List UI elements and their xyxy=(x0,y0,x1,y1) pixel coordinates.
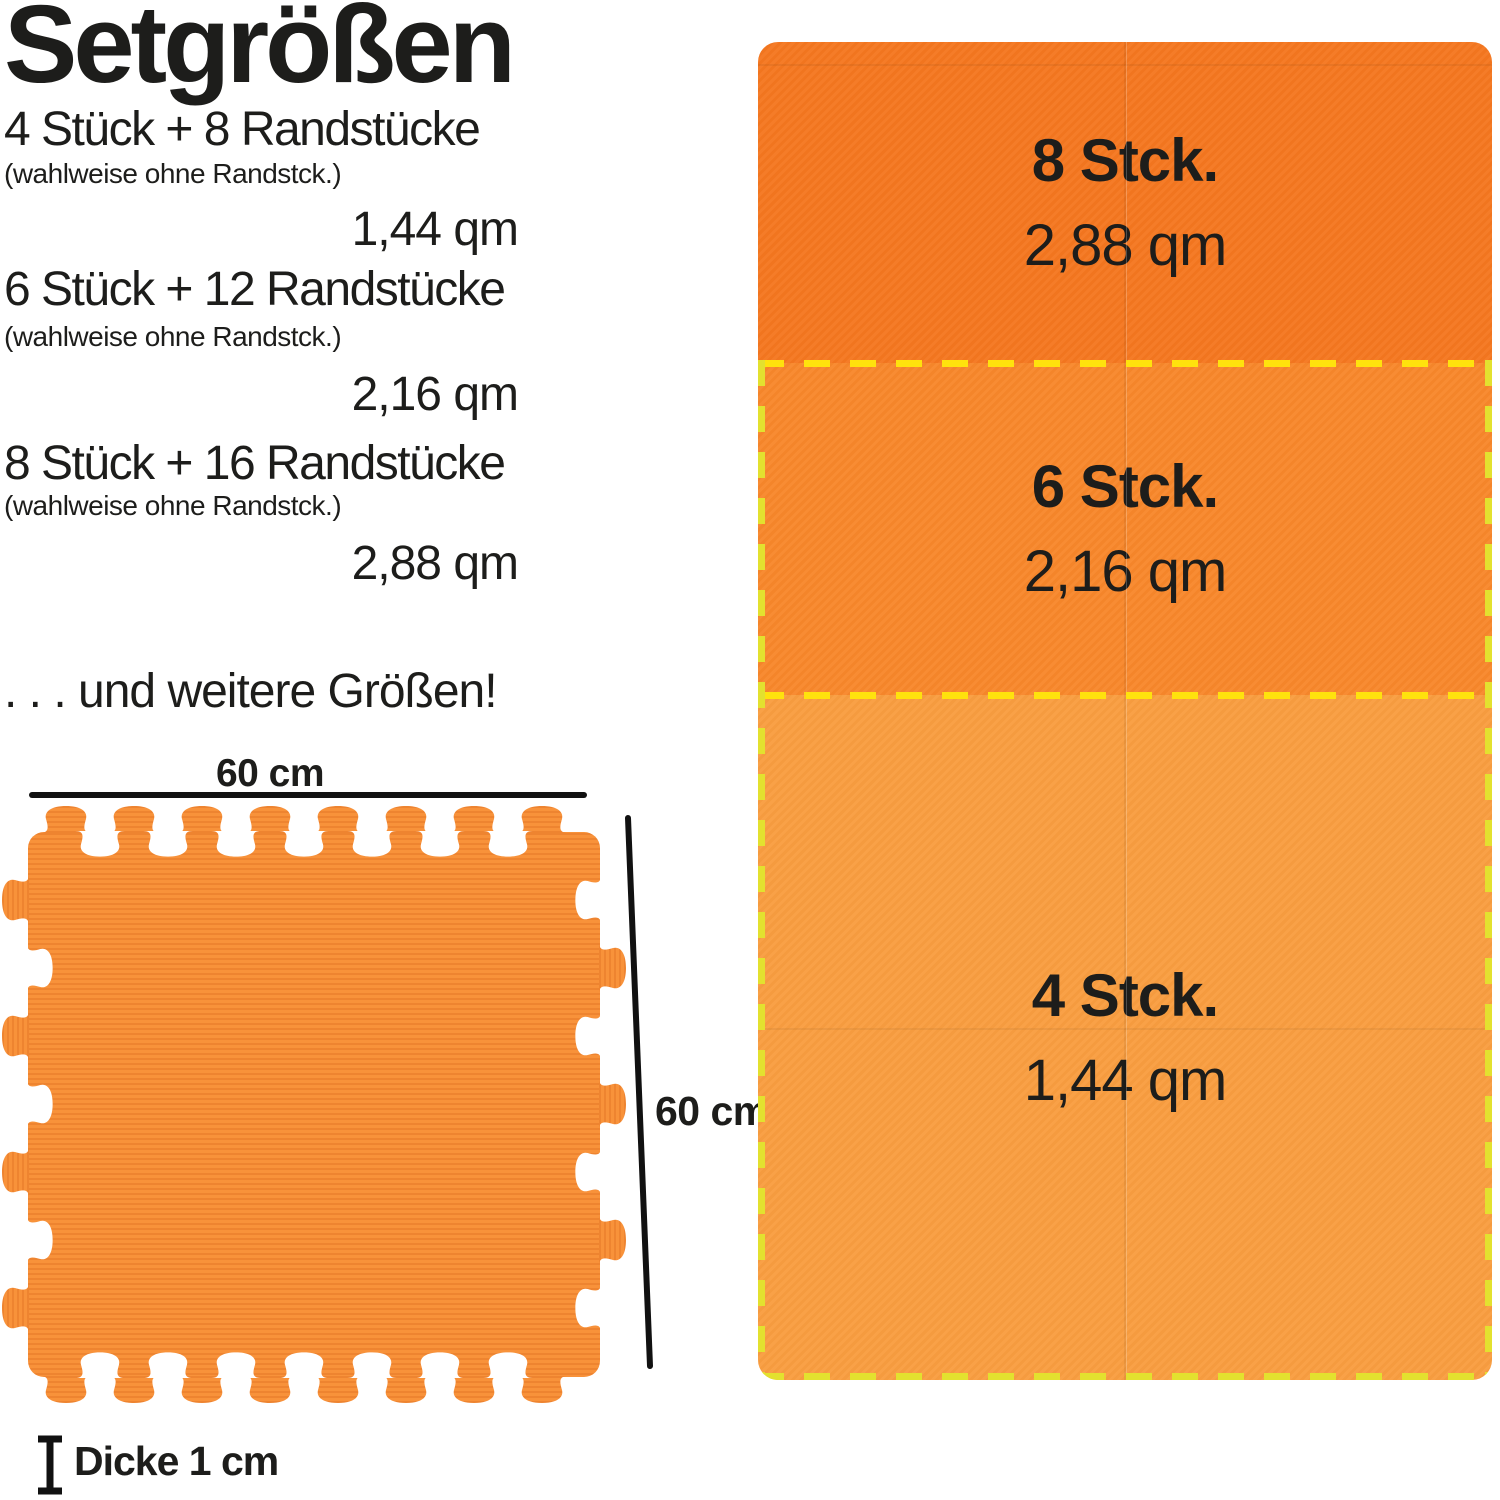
tile-width-label: 60 cm xyxy=(215,752,325,795)
mat-section-area: 1,44 qm xyxy=(1023,1047,1228,1113)
tile-body xyxy=(28,832,600,1377)
dashed-divider xyxy=(758,360,1492,367)
dashed-border-left xyxy=(758,360,765,1380)
mat-center-seam-highlight xyxy=(1126,42,1127,1380)
set-option-label: 8 Stück + 16 Randstücke xyxy=(4,437,506,490)
mat-section-8: 8 Stck. 2,88 qm xyxy=(758,42,1492,363)
dashed-border-right xyxy=(1485,360,1492,1380)
thickness-label: Dicke 1 cm xyxy=(74,1438,279,1484)
set-option-note: (wahlweise ohne Randstck.) xyxy=(4,321,342,352)
tile-top-tabs xyxy=(40,806,568,833)
mat-section-count: 8 Stck. xyxy=(1031,126,1219,194)
width-dimension-line xyxy=(29,792,587,798)
tile-height-label: 60 cm xyxy=(655,1088,769,1134)
puzzle-tile-graphic xyxy=(2,806,653,1403)
page-title: Setgrößen xyxy=(4,0,516,106)
mat-section-count: 6 Stck. xyxy=(1031,453,1219,520)
more-sizes-note: . . . und weitere Größen! xyxy=(4,665,498,718)
mat-row-seam xyxy=(758,1028,1492,1030)
assembled-mat: 8 Stck. 2,88 qm 6 Stck. 2,16 qm 4 Stck. … xyxy=(758,42,1492,1380)
tile-left-tabs xyxy=(2,874,29,1334)
set-option-area: 1,44 qm xyxy=(351,203,519,256)
dashed-divider xyxy=(758,692,1492,699)
mat-section-6: 6 Stck. 2,16 qm xyxy=(758,363,1492,695)
set-option-note: (wahlweise ohne Randstck.) xyxy=(4,490,342,521)
mat-center-seam xyxy=(1124,42,1126,1380)
set-option-area: 2,16 qm xyxy=(351,368,519,421)
mat-section-count: 4 Stck. xyxy=(1031,961,1219,1029)
set-option-area: 2,88 qm xyxy=(351,537,519,590)
set-option-label: 6 Stück + 12 Randstücke xyxy=(4,263,506,316)
set-option-note: (wahlweise ohne Randstck.) xyxy=(4,158,342,189)
thickness-indicator-icon xyxy=(38,1435,62,1495)
mat-section-4: 4 Stck. 1,44 qm xyxy=(758,695,1492,1380)
mat-section-area: 2,16 qm xyxy=(1023,539,1228,604)
height-dimension-line xyxy=(625,815,653,1369)
mat-row-seam xyxy=(758,64,1492,66)
dashed-border-bottom xyxy=(758,1373,1492,1380)
tile-right-tabs xyxy=(599,942,626,1266)
tile-bottom-tabs xyxy=(40,1376,568,1403)
set-option-label: 4 Stück + 8 Randstücke xyxy=(4,103,481,156)
mat-section-area: 2,88 qm xyxy=(1023,212,1228,278)
